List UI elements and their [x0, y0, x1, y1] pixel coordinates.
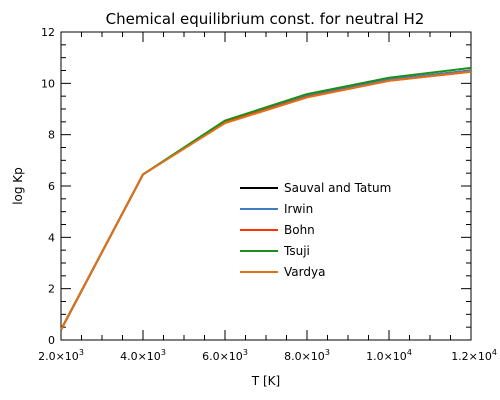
y-tick-label: 0	[48, 334, 55, 347]
x-tick-label: 1.0×104	[366, 348, 412, 363]
x-tick-label: 1.2×104	[451, 348, 497, 363]
y-tick-label: 8	[48, 129, 55, 142]
series-line-vardya	[60, 70, 472, 331]
plot-area	[60, 31, 472, 341]
x-tick-label: 4.0×103	[120, 348, 166, 363]
legend: Sauval and Tatum Irwin Bohn Tsuji Vardya	[240, 181, 391, 279]
legend-label: Tsuji	[283, 244, 310, 258]
series-lines	[60, 66, 472, 331]
legend-label: Vardya	[284, 265, 325, 279]
chart-title: Chemical equilibrium const. for neutral …	[106, 10, 425, 28]
y-tick-label: 10	[41, 77, 55, 90]
y-tick-label: 6	[48, 180, 55, 193]
x-tick-label: 8.0×103	[284, 348, 330, 363]
x-axis-ticks	[60, 32, 472, 340]
legend-label: Sauval and Tatum	[284, 181, 391, 195]
y-axis-ticks	[61, 31, 471, 341]
y-tick-label: 2	[48, 283, 55, 296]
series-line-tsuji	[60, 66, 472, 331]
y-tick-label: 12	[41, 26, 55, 39]
x-axis-tick-labels: 2.0×103 4.0×103 6.0×103 8.0×103 1.0×104 1.2×1…	[38, 348, 497, 363]
x-tick-label: 6.0×103	[202, 348, 248, 363]
y-axis-tick-labels: 0 2 4 6 8 10 12	[41, 26, 55, 347]
legend-label: Bohn	[284, 223, 315, 237]
y-tick-label: 4	[48, 231, 55, 244]
x-tick-label: 2.0×103	[38, 348, 84, 363]
x-axis-label: T [K]	[251, 374, 280, 388]
legend-label: Irwin	[284, 202, 313, 216]
y-axis-label: log Kp	[11, 167, 25, 205]
